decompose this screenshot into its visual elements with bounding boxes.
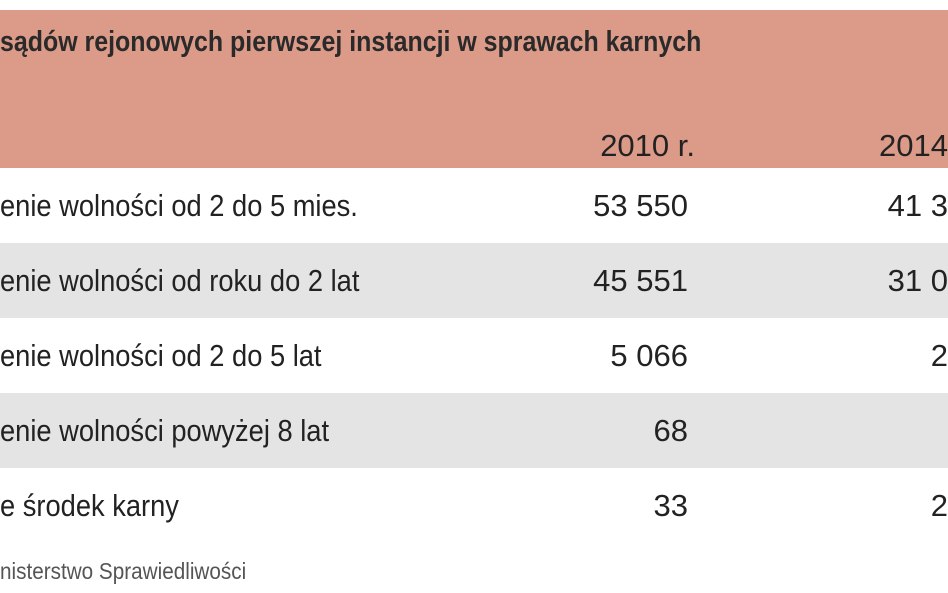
- row-label: enie wolności powyżej 8 lat: [0, 413, 330, 448]
- table-row: enie wolności powyżej 8 lat 68: [0, 393, 948, 468]
- cell-value: 41 3: [887, 188, 948, 223]
- table-row: enie wolności od 2 do 5 mies. 53 550 41 3: [0, 168, 948, 243]
- table-row: e środek karny 33 2: [0, 468, 948, 543]
- table-row: enie wolności od roku do 2 lat 45 551 31 0: [0, 243, 948, 318]
- row-label: enie wolności od 2 do 5 lat: [0, 338, 322, 373]
- title: sądów rejonowych pierwszej instancji w s…: [0, 26, 702, 58]
- cell-value: 2: [930, 338, 948, 373]
- row-label: enie wolności od roku do 2 lat: [0, 263, 360, 298]
- cell-value: 2: [930, 488, 948, 523]
- row-label: e środek karny: [0, 488, 179, 523]
- cell-value: 53 550: [593, 188, 688, 223]
- cell-value: 68: [653, 413, 688, 448]
- row-label: enie wolności od 2 do 5 mies.: [0, 188, 358, 223]
- column-header: 2014: [879, 128, 948, 163]
- cell-value: 5 066: [610, 338, 688, 373]
- cell-value: 45 551: [593, 263, 688, 298]
- cell-value: 33: [653, 488, 688, 523]
- table-row: enie wolności od 2 do 5 lat 5 066 2: [0, 318, 948, 393]
- source: nisterstwo Sprawiedliwości: [0, 558, 247, 584]
- column-header: 2010 r.: [600, 128, 695, 163]
- cell-value: 31 0: [887, 263, 948, 298]
- table-header: sądów rejonowych pierwszej instancji w s…: [0, 10, 948, 168]
